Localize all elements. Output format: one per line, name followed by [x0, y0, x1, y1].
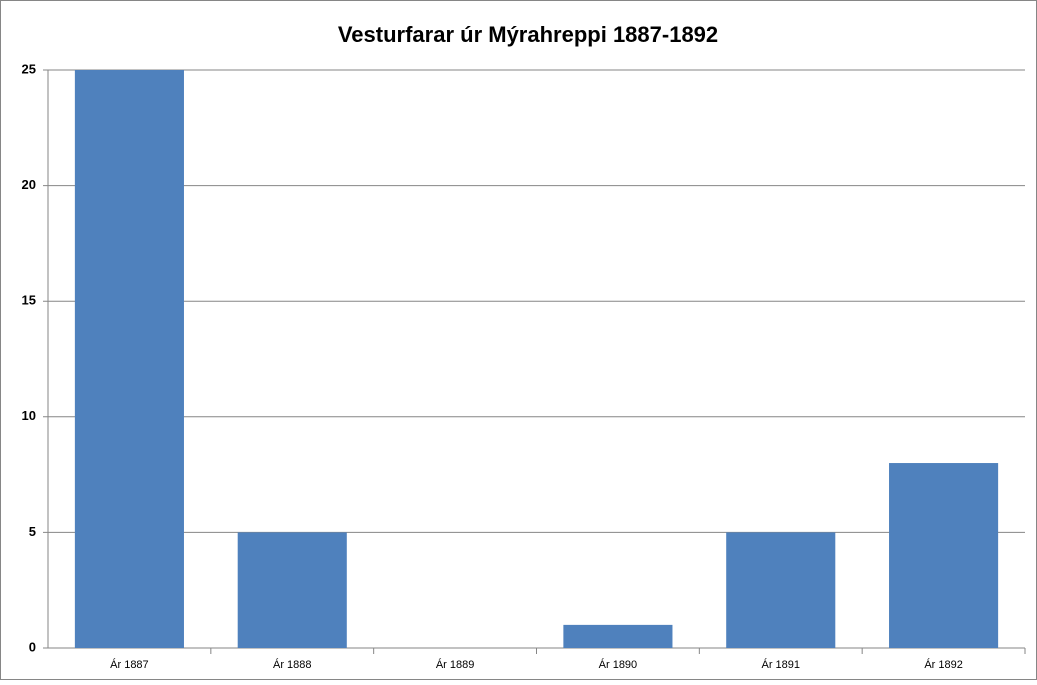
- x-tick-label: Ár 1887: [110, 658, 149, 671]
- x-tick-label: Ár 1892: [924, 658, 963, 671]
- x-tick-label: Ár 1891: [761, 658, 800, 671]
- x-tick-label: Ár 1888: [273, 658, 312, 671]
- bar: [74, 70, 184, 648]
- y-tick-label: 0: [29, 639, 36, 654]
- x-tick-label: Ár 1889: [436, 658, 475, 671]
- y-tick-label: 5: [29, 524, 36, 539]
- bar: [563, 624, 673, 648]
- y-tick-label: 20: [22, 177, 36, 192]
- bar: [237, 532, 347, 648]
- x-tick-label: Ár 1890: [599, 658, 638, 671]
- bar: [889, 463, 999, 648]
- bar: [726, 532, 836, 648]
- chart-title: Vesturfarar úr Mýrahreppi 1887-1892: [338, 22, 718, 47]
- y-tick-label: 10: [22, 408, 36, 423]
- y-tick-label: 15: [22, 293, 36, 308]
- y-tick-label: 25: [22, 61, 36, 76]
